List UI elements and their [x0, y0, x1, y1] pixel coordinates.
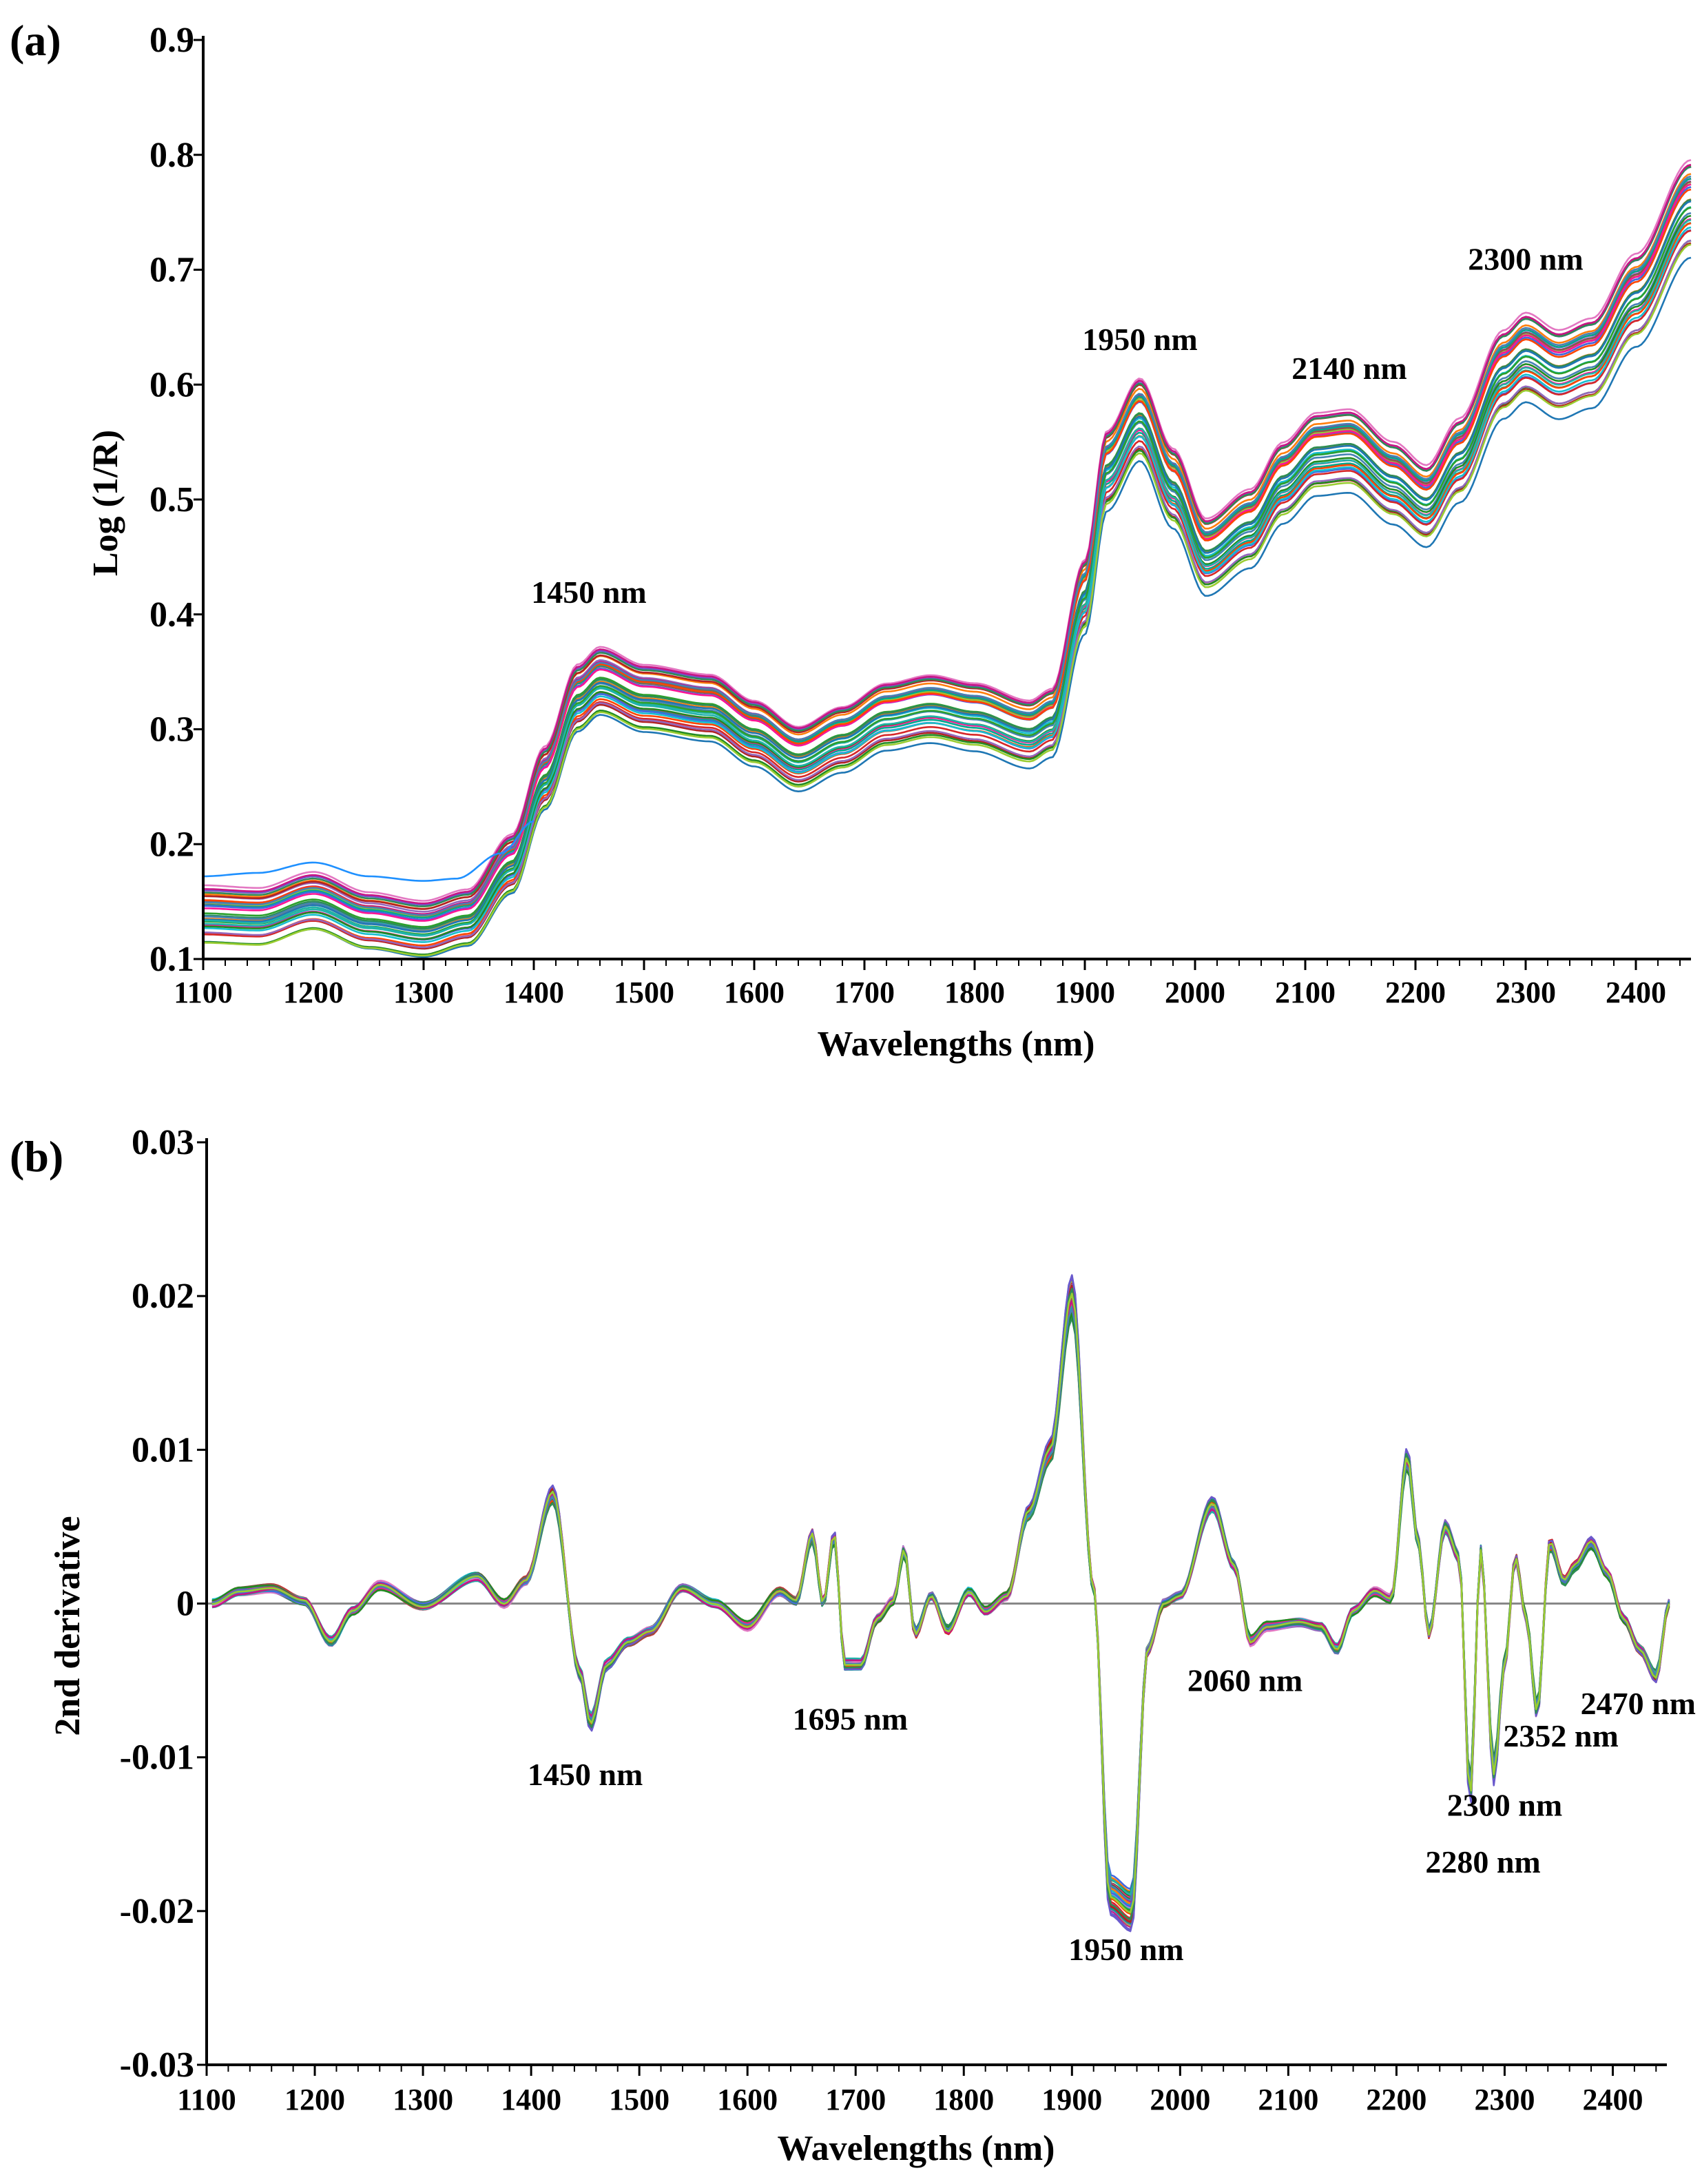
panel-b-label: (b) [10, 1132, 63, 1181]
panel-b-annotations: 1450 nm 1695 nm 1950 nm 2060 nm 2280 nm 2300 … [528, 1663, 1696, 1968]
panel-a-y-tick-label: 0.9 [149, 21, 194, 60]
panel-b-peak-annotation: 2280 nm [1425, 1844, 1540, 1879]
panel-a-x-tick-label: 2200 [1385, 976, 1446, 1009]
panel-a-x-tick-label: 1400 [504, 976, 564, 1009]
panel-b-x-tick-label: 1200 [284, 2083, 345, 2116]
panel-b-spectra [211, 1274, 1670, 1933]
panel-b-x-tick-label: 1100 [177, 2083, 236, 2116]
panel-b-y-tick-label: 0.02 [132, 1277, 194, 1316]
panel-a-y-tick-label: 0.4 [149, 595, 194, 635]
panel-a-x-tick-label: 1800 [944, 976, 1005, 1009]
panel-b-x-tick-label: 2400 [1582, 2083, 1643, 2116]
panel-b-chart: (b) -0.03 -0.02 -0.01 0 0.01 0.02 0.03 1100 120… [10, 1123, 1696, 2168]
panel-b-x-tick-label: 2100 [1258, 2083, 1318, 2116]
panel-a-y-tick-label: 0.5 [149, 480, 194, 519]
panel-b-y-tick-label: 0.01 [132, 1430, 194, 1470]
panel-b-x-ticks: 1100 1200 1300 1400 1500 1600 1700 1800 1900 2000… [177, 2065, 1643, 2116]
panel-a-peak-annotation: 2140 nm [1291, 351, 1407, 386]
panel-a-x-tick-label: 1600 [724, 976, 785, 1009]
panel-a-y-axis-title: Log (1/R) [86, 430, 125, 576]
panel-b-peak-annotation: 1695 nm [793, 1701, 908, 1736]
panel-b-peak-annotation: 2060 nm [1187, 1663, 1303, 1698]
panel-a-y-tick-label: 0.6 [149, 365, 194, 404]
panel-a-y-tick-label: 0.8 [149, 136, 194, 175]
panel-b-peak-annotation: 1450 nm [528, 1757, 643, 1792]
panel-a-y-tick-label: 0.3 [149, 710, 194, 750]
panel-a-peak-annotation: 2300 nm [1468, 242, 1583, 277]
panel-b-peak-annotation: 1950 nm [1068, 1932, 1183, 1967]
panel-a-x-tick-label: 1100 [174, 976, 233, 1009]
panel-a-y-tick-label: 0.2 [149, 825, 194, 864]
panel-a-x-ticks: 1100 1200 1300 1400 1500 1600 1700 1800 1900 2000… [174, 959, 1666, 1009]
panel-b-peak-annotation: 2300 nm [1447, 1787, 1562, 1822]
panel-a-peak-annotation: 1950 nm [1082, 322, 1197, 357]
panel-b-peak-annotation: 2470 nm [1581, 1686, 1696, 1721]
panel-a-y-tick-label: 0.1 [149, 940, 194, 979]
panel-b-y-tick-label: -0.03 [120, 2046, 194, 2085]
panel-a-y-tick-label: 0.7 [149, 251, 194, 290]
panel-b-x-tick-label: 1500 [609, 2083, 670, 2116]
panel-b-x-tick-label: 1400 [501, 2083, 561, 2116]
panel-a-x-tick-label: 1200 [283, 976, 344, 1009]
panel-b-x-tick-label: 2000 [1150, 2083, 1210, 2116]
panel-a-spectrum-line [203, 200, 1692, 933]
panel-b-peak-annotation: 2352 nm [1503, 1718, 1618, 1753]
panel-a-x-axis-title: Wavelengths (nm) [818, 1024, 1095, 1064]
panel-a-x-tick-label: 2300 [1495, 976, 1556, 1009]
panel-a-annotations: 1450 nm 1950 nm 2140 nm 2300 nm [531, 242, 1583, 610]
panel-b-x-axis-title: Wavelengths (nm) [778, 2129, 1055, 2168]
panel-b-y-tick-label: 0.03 [132, 1123, 194, 1162]
panel-b-y-tick-label: -0.02 [120, 1892, 194, 1931]
panel-b-x-tick-label: 2300 [1474, 2083, 1535, 2116]
panel-a-x-tick-label: 1500 [614, 976, 674, 1009]
panel-a-x-tick-label: 2000 [1165, 976, 1225, 1009]
panel-b-x-tick-label: 1600 [717, 2083, 778, 2116]
panel-b-x-tick-label: 1900 [1041, 2083, 1102, 2116]
panel-b-x-tick-label: 1800 [933, 2083, 994, 2116]
panel-b-y-ticks: -0.03 -0.02 -0.01 0 0.01 0.02 0.03 [120, 1123, 207, 2085]
panel-a-spectrum-line [203, 218, 1692, 936]
panel-a-peak-annotation: 1450 nm [531, 575, 646, 610]
panel-a-chart: (a) 0.1 0.2 0.3 0.4 0.5 0.6 0.7 0.8 0.9 1100 1200… [10, 16, 1692, 1064]
panel-b-x-tick-label: 1700 [825, 2083, 886, 2116]
panel-a-x-tick-label: 1900 [1055, 976, 1115, 1009]
panel-b-y-tick-label: 0 [176, 1585, 194, 1624]
panel-a-outlier-spectrum-line [203, 820, 535, 882]
panel-a-label: (a) [10, 16, 61, 65]
panel-b-spectrum-line [211, 1292, 1670, 1914]
panel-a-x-tick-label: 2100 [1275, 976, 1336, 1009]
panel-b-y-axis-title: 2nd derivative [48, 1516, 87, 1735]
panel-a-spectrum-line [203, 207, 1692, 936]
panel-a-spectrum-line [203, 256, 1692, 958]
panel-b-y-tick-label: -0.01 [120, 1738, 194, 1778]
panel-a-spectrum-line [203, 175, 1692, 916]
panel-b-x-tick-label: 2200 [1366, 2083, 1426, 2116]
panel-a-x-tick-label: 1700 [834, 976, 895, 1009]
panel-a-spectrum-line [203, 243, 1692, 957]
panel-a-x-tick-label: 1300 [393, 976, 454, 1009]
panel-a-spectrum-line [203, 239, 1692, 949]
panel-a-spectra [203, 158, 1692, 958]
panel-a-spectrum-line [203, 226, 1692, 943]
panel-b-x-tick-label: 1300 [393, 2083, 453, 2116]
panel-a-y-ticks: 0.1 0.2 0.3 0.4 0.5 0.6 0.7 0.8 0.9 [149, 21, 203, 979]
panel-a-spectrum-line [203, 163, 1692, 905]
panel-a-x-tick-label: 2400 [1606, 976, 1666, 1009]
